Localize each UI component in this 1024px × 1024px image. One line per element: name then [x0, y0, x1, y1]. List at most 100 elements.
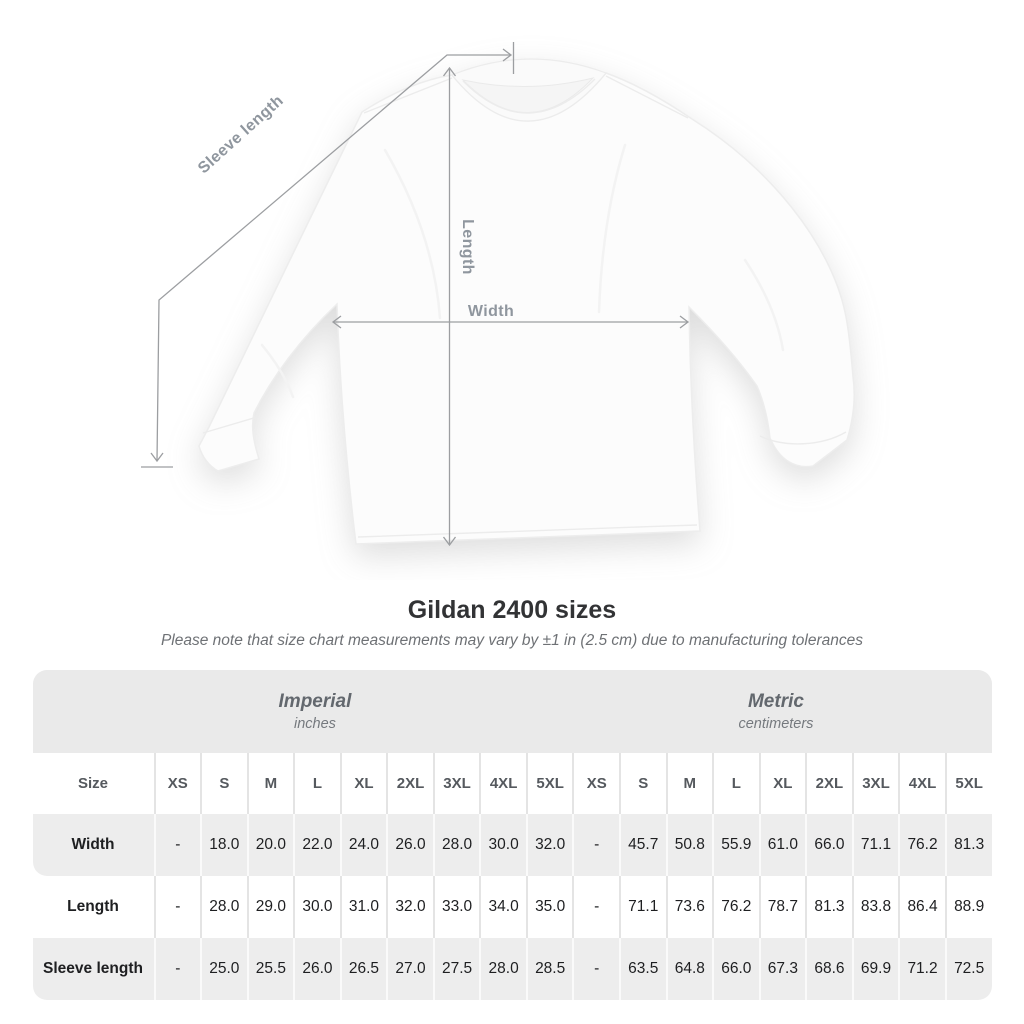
shirt-seams: [202, 75, 847, 538]
value-cell: 81.3: [944, 814, 992, 876]
size-header-row: Size XS S M L XL 2XL 3XL 4XL 5XL XS S M …: [32, 753, 992, 814]
value-cell: 76.2: [898, 814, 945, 876]
shirt-diagram-svg: Sleeve length Length Width: [141, 42, 855, 547]
value-cell: 71.2: [898, 938, 945, 1000]
metric-label: Metric: [747, 691, 804, 712]
unit-band-row: Imperial inches Metric centimeters: [32, 670, 992, 753]
value-cell: 67.3: [758, 938, 806, 1000]
value-cell: 45.7: [618, 814, 666, 876]
imperial-label: Imperial: [278, 691, 352, 712]
size-col-header: L: [293, 753, 340, 814]
value-cell: -: [572, 938, 619, 1000]
arrow-right-icon: [502, 48, 513, 62]
value-cell: 71.1: [618, 876, 666, 938]
value-cell: 73.6: [665, 876, 713, 938]
value-cell: 63.5: [618, 938, 666, 1000]
value-cell: 22.0: [293, 814, 340, 876]
size-col-header: 4XL: [898, 753, 945, 814]
value-cell: 32.0: [525, 814, 573, 876]
value-cell: 69.9: [851, 938, 899, 1000]
size-col-header: 4XL: [479, 753, 526, 814]
size-table: Imperial inches Metric centimeters Size …: [32, 670, 992, 1000]
value-cell: 24.0: [339, 814, 387, 876]
metric-units: centimeters: [738, 716, 814, 732]
size-col-header: XS: [153, 753, 201, 814]
arrow-down-icon: [150, 452, 164, 463]
value-cell: 88.9: [944, 876, 992, 938]
length-line: [442, 66, 457, 547]
value-cell: 68.6: [805, 938, 852, 1000]
arrow-left-icon: [331, 315, 342, 329]
size-col-header: 2XL: [386, 753, 433, 814]
size-col-header: 3XL: [851, 753, 899, 814]
value-cell: 34.0: [479, 876, 526, 938]
arrow-down-icon: [442, 536, 457, 547]
value-cell: 50.8: [665, 814, 713, 876]
row-label: Length: [32, 876, 154, 938]
value-cell: 64.8: [665, 938, 713, 1000]
size-col-header: S: [618, 753, 666, 814]
size-col-header: 3XL: [432, 753, 480, 814]
sleeve-length-line: [141, 42, 515, 468]
value-cell: -: [153, 814, 201, 876]
band-spacer: [32, 670, 154, 753]
value-cell: 26.0: [293, 938, 340, 1000]
value-cell: -: [572, 876, 619, 938]
value-cell: 28.5: [525, 938, 573, 1000]
table-row-sleeve-length: Sleeve length - 25.0 25.5 26.0 26.5 27.0…: [32, 938, 992, 1000]
page-subtitle: Please note that size chart measurements…: [160, 632, 864, 649]
value-cell: 71.1: [851, 814, 899, 876]
value-cell: 32.0: [386, 876, 433, 938]
unit-group-imperial: Imperial inches: [153, 670, 573, 753]
value-cell: 55.9: [712, 814, 759, 876]
value-cell: 18.0: [200, 814, 247, 876]
value-cell: 83.8: [851, 876, 899, 938]
size-col-header: XL: [339, 753, 387, 814]
shirt-graphic: [198, 58, 855, 545]
sleeve-length-label: Sleeve length: [195, 92, 287, 177]
table-row-width: Width - 18.0 20.0 22.0 24.0 26.0 28.0 30…: [32, 814, 992, 876]
arrow-right-icon: [679, 315, 690, 329]
value-cell: 26.0: [386, 814, 433, 876]
value-cell: 61.0: [758, 814, 806, 876]
size-chart-page: Sleeve length Length Width Gildan 2400 s…: [32, 42, 992, 1000]
value-cell: 35.0: [525, 876, 573, 938]
value-cell: 76.2: [712, 876, 759, 938]
size-col-header: 5XL: [944, 753, 992, 814]
value-cell: 25.5: [246, 938, 294, 1000]
imperial-units: inches: [294, 716, 336, 732]
value-cell: 81.3: [805, 876, 852, 938]
value-cell: 31.0: [339, 876, 387, 938]
value-cell: -: [572, 814, 619, 876]
value-cell: 66.0: [712, 938, 759, 1000]
value-cell: 26.5: [339, 938, 387, 1000]
unit-group-metric: Metric centimeters: [572, 670, 992, 753]
length-label: Length: [459, 219, 476, 275]
value-cell: 25.0: [200, 938, 247, 1000]
size-col-header: M: [246, 753, 294, 814]
size-corner-header: Size: [32, 753, 154, 814]
size-col-header: 2XL: [805, 753, 852, 814]
width-label: Width: [468, 303, 514, 320]
value-cell: 30.0: [479, 814, 526, 876]
value-cell: 78.7: [758, 876, 806, 938]
size-col-header: M: [665, 753, 713, 814]
value-cell: 27.5: [432, 938, 480, 1000]
value-cell: 28.0: [200, 876, 247, 938]
value-cell: 27.0: [386, 938, 433, 1000]
value-cell: 20.0: [246, 814, 294, 876]
table-row-length: Length - 28.0 29.0 30.0 31.0 32.0 33.0 3…: [32, 876, 992, 938]
value-cell: 28.0: [479, 938, 526, 1000]
size-col-header: S: [200, 753, 247, 814]
row-label: Sleeve length: [32, 938, 154, 1000]
value-cell: 30.0: [293, 876, 340, 938]
shirt-measurement-diagram: Sleeve length Length Width: [141, 42, 855, 547]
width-line: [331, 315, 690, 329]
size-col-header: XL: [758, 753, 806, 814]
value-cell: -: [153, 876, 201, 938]
value-cell: 86.4: [898, 876, 945, 938]
page-title: Gildan 2400 sizes: [407, 596, 617, 624]
size-col-header: L: [712, 753, 759, 814]
shirt-silhouette: [198, 72, 855, 545]
arrow-up-icon: [442, 66, 457, 77]
